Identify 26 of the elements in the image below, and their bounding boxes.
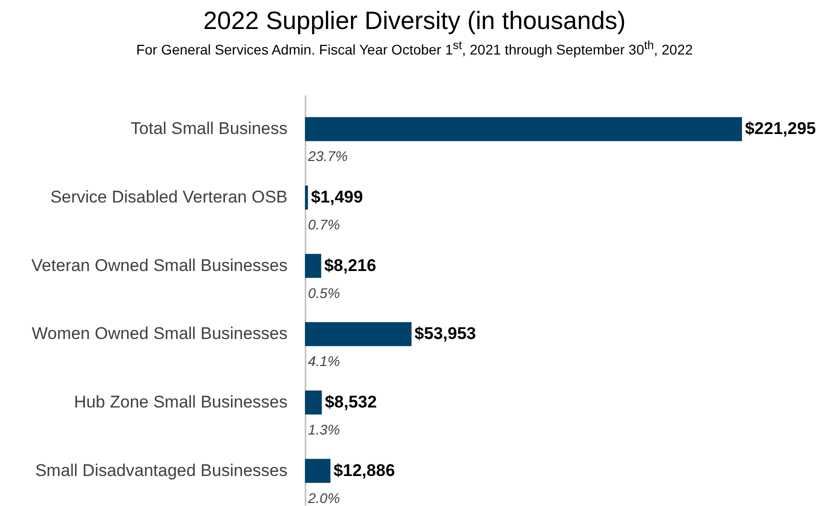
- y-tick-label: Veteran Owned Small Businesses: [31, 256, 288, 275]
- annotation: 1.3%: [308, 422, 340, 438]
- y-tick-label: Total Small Business: [130, 119, 288, 138]
- bar: [305, 390, 322, 414]
- bar: [305, 117, 742, 142]
- annotation: 23.7%: [307, 148, 348, 164]
- annotation: 2.0%: [307, 490, 340, 506]
- data-label: $1,499: [310, 188, 363, 206]
- chart-title: 2022 Supplier Diversity (in thousands): [202, 6, 627, 36]
- annotation: 0.7%: [308, 216, 340, 232]
- data-label: $8,216: [324, 256, 376, 275]
- annotation: 4.1%: [308, 353, 340, 370]
- bar: [305, 322, 412, 346]
- y-tick-label: Hub Zone Small Businesses: [74, 392, 288, 412]
- data-label: $12,886: [333, 460, 395, 480]
- chart-subtitle: For General Services Admin. Fiscal Year October 1$^{st}$, 2021 through September 30$^{th}$, 2022: [135, 38, 694, 60]
- data-label: $8,532: [324, 392, 377, 412]
- y-tick-label: Small Disadvantaged Businesses: [35, 460, 288, 480]
- bar: [305, 254, 322, 278]
- y-tick-label: Women Owned Small Businesses: [32, 324, 288, 344]
- y-tick-label: Service Disabled Verteran OSB: [50, 188, 288, 206]
- bar: [305, 458, 330, 483]
- bar: [305, 186, 308, 210]
- data-label: $53,953: [414, 324, 476, 344]
- annotation: 0.5%: [308, 284, 340, 301]
- data-label: $221,295: [744, 119, 816, 138]
